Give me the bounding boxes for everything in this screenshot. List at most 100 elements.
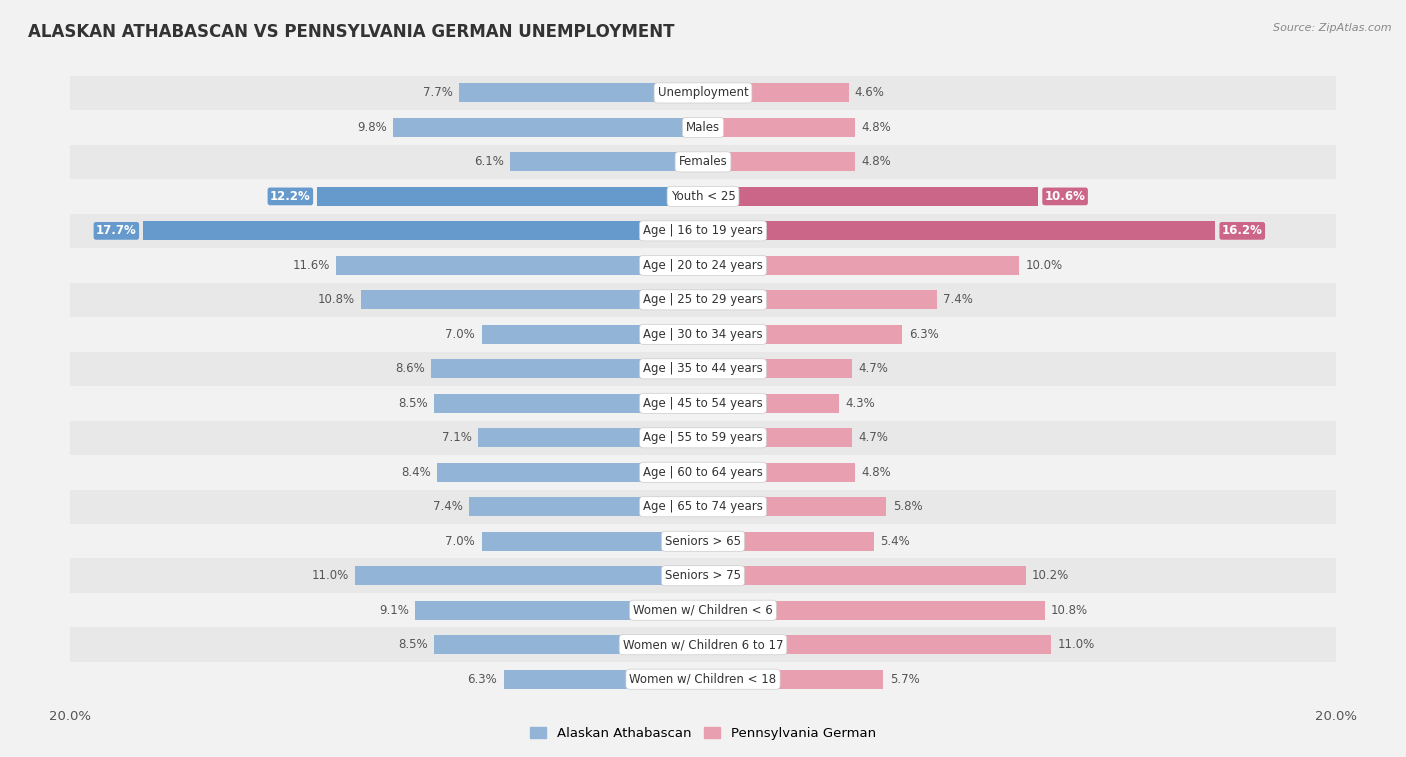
Bar xyxy=(70,111,1336,145)
Bar xyxy=(70,213,1336,248)
Bar xyxy=(70,628,1336,662)
Bar xyxy=(460,83,703,102)
Bar xyxy=(70,317,1336,351)
Text: ALASKAN ATHABASCAN VS PENNSYLVANIA GERMAN UNEMPLOYMENT: ALASKAN ATHABASCAN VS PENNSYLVANIA GERMA… xyxy=(28,23,675,41)
Bar xyxy=(70,455,1336,490)
Text: Women w/ Children < 18: Women w/ Children < 18 xyxy=(630,673,776,686)
Bar xyxy=(361,291,703,310)
Text: Age | 55 to 59 years: Age | 55 to 59 years xyxy=(643,431,763,444)
Bar xyxy=(70,386,1336,421)
Bar xyxy=(703,187,1039,206)
Bar xyxy=(316,187,703,206)
Bar xyxy=(415,601,703,620)
Bar xyxy=(703,256,1019,275)
Text: Age | 20 to 24 years: Age | 20 to 24 years xyxy=(643,259,763,272)
Text: 6.1%: 6.1% xyxy=(474,155,503,168)
Text: 4.3%: 4.3% xyxy=(845,397,875,410)
Bar xyxy=(703,360,852,378)
Text: 12.2%: 12.2% xyxy=(270,190,311,203)
Bar xyxy=(703,394,839,413)
Bar xyxy=(468,497,703,516)
Bar xyxy=(703,118,855,137)
Text: 4.8%: 4.8% xyxy=(860,155,891,168)
Bar xyxy=(481,325,703,344)
Text: 7.0%: 7.0% xyxy=(446,534,475,548)
Text: Age | 25 to 29 years: Age | 25 to 29 years xyxy=(643,294,763,307)
Bar xyxy=(703,83,849,102)
Text: Age | 35 to 44 years: Age | 35 to 44 years xyxy=(643,363,763,375)
Bar xyxy=(703,463,855,481)
Bar xyxy=(143,221,703,241)
Bar xyxy=(430,360,703,378)
Text: Women w/ Children < 6: Women w/ Children < 6 xyxy=(633,604,773,617)
Bar xyxy=(70,179,1336,213)
Bar xyxy=(70,351,1336,386)
Bar xyxy=(70,248,1336,282)
Text: 10.8%: 10.8% xyxy=(318,294,354,307)
Bar xyxy=(703,670,883,689)
Bar xyxy=(703,291,938,310)
Bar xyxy=(70,490,1336,524)
Bar xyxy=(703,221,1215,241)
Text: Youth < 25: Youth < 25 xyxy=(671,190,735,203)
Bar xyxy=(434,635,703,654)
Text: 9.1%: 9.1% xyxy=(380,604,409,617)
Text: 4.7%: 4.7% xyxy=(858,363,887,375)
Text: 4.6%: 4.6% xyxy=(855,86,884,99)
Text: 8.5%: 8.5% xyxy=(398,638,427,651)
Text: Age | 65 to 74 years: Age | 65 to 74 years xyxy=(643,500,763,513)
Bar xyxy=(703,428,852,447)
Text: 7.4%: 7.4% xyxy=(943,294,973,307)
Bar xyxy=(70,76,1336,111)
Bar xyxy=(70,421,1336,455)
Bar xyxy=(703,497,887,516)
Bar xyxy=(703,152,855,171)
Text: 7.7%: 7.7% xyxy=(423,86,453,99)
Bar xyxy=(481,531,703,551)
Bar xyxy=(70,559,1336,593)
Text: Age | 16 to 19 years: Age | 16 to 19 years xyxy=(643,224,763,238)
Text: 16.2%: 16.2% xyxy=(1222,224,1263,238)
Bar xyxy=(70,662,1336,696)
Bar xyxy=(703,531,875,551)
Bar xyxy=(434,394,703,413)
Text: 6.3%: 6.3% xyxy=(908,328,938,341)
Text: 11.0%: 11.0% xyxy=(312,569,349,582)
Text: Seniors > 75: Seniors > 75 xyxy=(665,569,741,582)
Text: 4.7%: 4.7% xyxy=(858,431,887,444)
Text: Seniors > 65: Seniors > 65 xyxy=(665,534,741,548)
Text: 5.7%: 5.7% xyxy=(890,673,920,686)
Text: 7.1%: 7.1% xyxy=(443,431,472,444)
Text: Age | 45 to 54 years: Age | 45 to 54 years xyxy=(643,397,763,410)
Text: 10.0%: 10.0% xyxy=(1026,259,1063,272)
Bar xyxy=(478,428,703,447)
Text: 8.5%: 8.5% xyxy=(398,397,427,410)
Text: 8.6%: 8.6% xyxy=(395,363,425,375)
Bar xyxy=(510,152,703,171)
Text: 5.8%: 5.8% xyxy=(893,500,922,513)
Text: Females: Females xyxy=(679,155,727,168)
Text: Source: ZipAtlas.com: Source: ZipAtlas.com xyxy=(1274,23,1392,33)
Text: 10.6%: 10.6% xyxy=(1045,190,1085,203)
Text: 10.8%: 10.8% xyxy=(1052,604,1088,617)
Bar xyxy=(70,282,1336,317)
Text: 11.0%: 11.0% xyxy=(1057,638,1094,651)
Text: Women w/ Children 6 to 17: Women w/ Children 6 to 17 xyxy=(623,638,783,651)
Bar xyxy=(336,256,703,275)
Text: 4.8%: 4.8% xyxy=(860,466,891,478)
Bar xyxy=(703,635,1052,654)
Bar xyxy=(437,463,703,481)
Bar xyxy=(392,118,703,137)
Text: 5.4%: 5.4% xyxy=(880,534,910,548)
Text: 9.8%: 9.8% xyxy=(357,121,387,134)
Text: 7.4%: 7.4% xyxy=(433,500,463,513)
Bar xyxy=(70,524,1336,559)
Text: 7.0%: 7.0% xyxy=(446,328,475,341)
Bar xyxy=(70,593,1336,628)
Text: 4.8%: 4.8% xyxy=(860,121,891,134)
Text: Males: Males xyxy=(686,121,720,134)
Bar xyxy=(703,601,1045,620)
Text: 11.6%: 11.6% xyxy=(292,259,329,272)
Bar xyxy=(503,670,703,689)
Text: Age | 30 to 34 years: Age | 30 to 34 years xyxy=(643,328,763,341)
